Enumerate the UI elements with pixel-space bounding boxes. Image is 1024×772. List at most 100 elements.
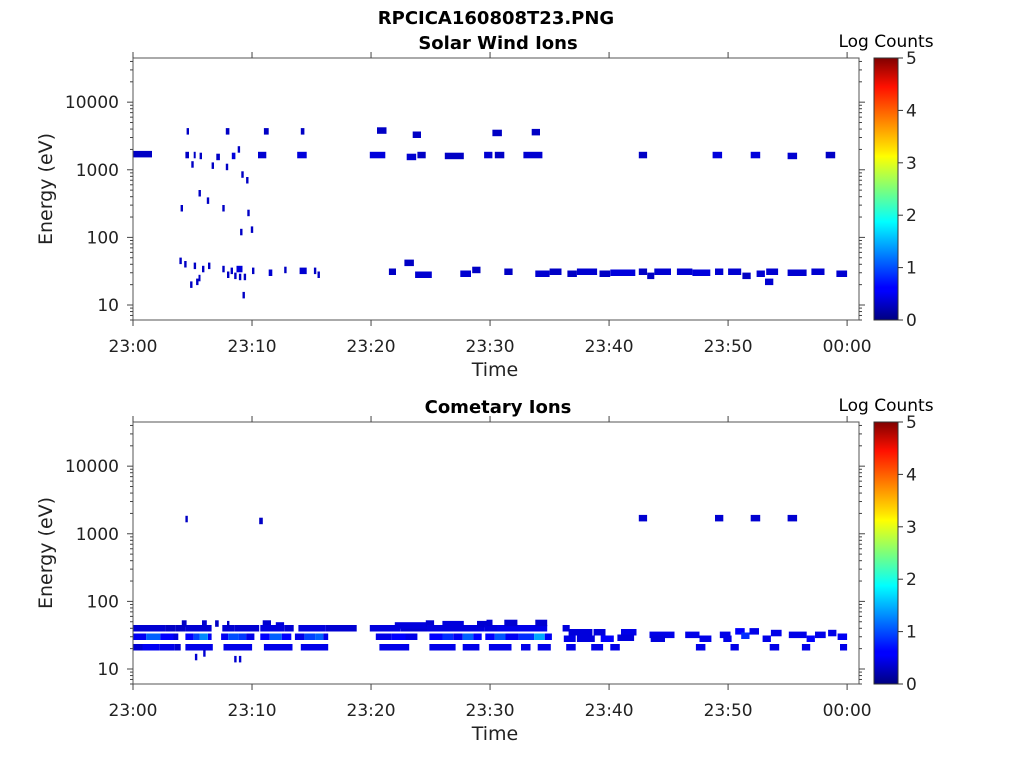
data-cell: [190, 281, 193, 288]
data-cell: [133, 150, 152, 158]
data-cell: [787, 152, 798, 160]
y-tick-label: 10: [97, 296, 119, 316]
data-cell: [621, 629, 637, 636]
data-cell: [179, 257, 182, 265]
data-cell: [240, 228, 243, 236]
data-cell: [185, 625, 212, 632]
data-cell: [638, 514, 648, 522]
data-cell: [185, 515, 188, 523]
data-cell: [505, 633, 519, 640]
data-cell: [260, 625, 285, 632]
data-cell: [146, 633, 161, 640]
data-cell: [297, 151, 307, 159]
data-cell: [444, 152, 464, 160]
data-cell: [521, 644, 531, 651]
data-cell: [504, 619, 518, 627]
data-cell: [185, 633, 194, 640]
x-tick-label: 23:50: [704, 701, 753, 721]
data-cell: [281, 633, 292, 640]
y-tick-label: 10: [97, 660, 119, 680]
data-cell: [695, 644, 706, 651]
data-cell: [304, 633, 316, 640]
x-axis-label: Time: [471, 723, 519, 745]
data-cell: [806, 635, 815, 642]
data-cell: [203, 650, 206, 657]
data-cell: [719, 631, 731, 639]
data-cell: [246, 177, 249, 184]
data-cell: [647, 272, 655, 280]
colorbar: [873, 57, 899, 321]
data-cell: [600, 635, 614, 642]
data-cell: [242, 291, 245, 299]
data-cell: [196, 278, 199, 286]
panel-title: Cometary Ions: [425, 397, 572, 418]
data-cell: [222, 205, 225, 212]
data-cell: [762, 635, 771, 642]
x-tick-label: 23:40: [585, 337, 634, 357]
data-cell: [415, 271, 432, 278]
data-cell: [472, 266, 481, 274]
data-cell: [453, 633, 463, 640]
data-cell: [198, 274, 201, 282]
data-cell: [175, 625, 182, 632]
data-cell: [429, 644, 456, 651]
data-cell: [563, 635, 576, 642]
data-cell: [299, 267, 307, 275]
data-cells: [133, 127, 848, 299]
data-cell: [313, 267, 317, 275]
data-cell: [417, 151, 426, 159]
data-cell: [275, 622, 285, 629]
data-cell: [208, 262, 211, 270]
colorbar-tick-label: 4: [906, 101, 917, 121]
axes-frame: [132, 57, 860, 321]
data-cell: [576, 635, 595, 642]
data-cell: [566, 644, 576, 651]
data-cell: [246, 633, 255, 640]
data-cell: [730, 644, 739, 651]
data-cell: [174, 644, 181, 651]
data-cell: [300, 128, 305, 135]
data-cell: [227, 271, 230, 278]
data-cell: [377, 127, 387, 134]
data-cell: [749, 628, 759, 635]
data-cell: [484, 151, 493, 159]
data-cell: [238, 633, 246, 640]
data-cell: [186, 128, 189, 135]
data-cell: [488, 644, 512, 651]
data-cell: [222, 265, 225, 273]
data-cell: [610, 269, 636, 276]
data-cell: [263, 644, 293, 651]
data-cell: [568, 629, 593, 636]
data-cell: [259, 517, 263, 525]
data-cell: [215, 620, 219, 627]
colorbar-tick-label: 0: [906, 675, 917, 695]
data-cell: [236, 265, 243, 273]
data-cell: [234, 655, 237, 663]
data-cell: [735, 628, 745, 635]
data-cell: [531, 128, 540, 136]
data-cell: [535, 619, 548, 627]
data-cell: [535, 270, 550, 277]
y-tick-label: 10000: [65, 457, 119, 477]
colorbar-tick-label: 3: [906, 518, 917, 538]
data-cell: [173, 633, 179, 640]
data-cell: [504, 268, 513, 275]
data-cell: [199, 633, 208, 640]
data-cell: [610, 644, 620, 651]
y-tick-label: 100: [87, 228, 119, 248]
data-cell: [617, 634, 635, 641]
data-cell: [801, 644, 811, 651]
data-cell: [593, 629, 606, 636]
data-cell: [406, 153, 417, 161]
data-cell: [462, 633, 474, 640]
data-cell: [840, 644, 848, 651]
data-cell: [788, 631, 807, 639]
data-cell: [234, 272, 237, 280]
data-cell: [185, 151, 189, 159]
data-cell: [544, 633, 552, 640]
data-cell: [742, 272, 751, 280]
data-cell: [228, 633, 239, 640]
data-cell: [741, 632, 750, 639]
data-cells: [133, 514, 848, 663]
